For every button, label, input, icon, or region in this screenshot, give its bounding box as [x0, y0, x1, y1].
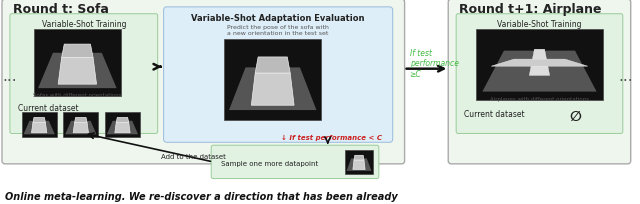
Bar	[34, 29, 121, 96]
Text: ↓ If test performance < C: ↓ If test performance < C	[281, 135, 382, 141]
Polygon shape	[255, 57, 290, 73]
FancyBboxPatch shape	[211, 145, 379, 178]
Polygon shape	[346, 158, 371, 171]
Polygon shape	[353, 160, 365, 170]
Polygon shape	[73, 123, 88, 133]
FancyBboxPatch shape	[456, 14, 623, 133]
Text: Add to the dataset: Add to the dataset	[161, 154, 225, 160]
Text: Round t+1: Airplane: Round t+1: Airplane	[459, 3, 602, 16]
Polygon shape	[252, 73, 294, 105]
Text: Sample one more datapoint: Sample one more datapoint	[221, 161, 318, 167]
Text: Current dataset: Current dataset	[18, 104, 79, 113]
Polygon shape	[38, 53, 116, 88]
FancyBboxPatch shape	[2, 0, 404, 164]
Bar	[63, 112, 98, 137]
FancyBboxPatch shape	[448, 0, 630, 164]
Polygon shape	[107, 121, 138, 134]
Text: ...: ...	[2, 69, 17, 84]
Polygon shape	[33, 118, 45, 123]
Polygon shape	[61, 44, 93, 58]
Polygon shape	[115, 123, 130, 133]
Text: Round t: Sofa: Round t: Sofa	[13, 3, 109, 16]
Text: ∅: ∅	[570, 110, 581, 124]
Polygon shape	[354, 155, 364, 160]
Polygon shape	[65, 121, 97, 134]
Bar	[476, 29, 603, 100]
Text: Variable-Shot Training: Variable-Shot Training	[497, 20, 582, 29]
Text: Current dataset: Current dataset	[464, 110, 525, 119]
Bar	[22, 112, 56, 137]
Polygon shape	[483, 51, 596, 92]
FancyBboxPatch shape	[10, 14, 157, 133]
Polygon shape	[31, 123, 47, 133]
Text: Online meta-learning. We re-discover a direction that has been already: Online meta-learning. We re-discover a d…	[5, 192, 397, 202]
Polygon shape	[492, 59, 588, 66]
Polygon shape	[58, 58, 97, 84]
Text: Variable-Shot Training: Variable-Shot Training	[42, 20, 126, 29]
Polygon shape	[116, 118, 129, 123]
FancyBboxPatch shape	[164, 7, 393, 142]
Polygon shape	[229, 67, 316, 110]
Text: a new orientation in the test set: a new orientation in the test set	[227, 31, 329, 36]
Text: Sofas with different orientations: Sofas with different orientations	[33, 93, 122, 98]
Text: If test
performance
≥C: If test performance ≥C	[410, 49, 459, 79]
Bar	[345, 150, 373, 174]
Polygon shape	[24, 121, 55, 134]
Text: Predict the pose of the sofa with: Predict the pose of the sofa with	[227, 24, 329, 30]
Text: Airplanes with different orientations: Airplanes with different orientations	[490, 97, 589, 102]
Bar	[224, 39, 321, 120]
Polygon shape	[75, 118, 87, 123]
Text: ...: ...	[618, 69, 633, 84]
Bar	[105, 112, 140, 137]
Polygon shape	[529, 49, 550, 75]
Text: Variable-Shot Adaptation Evaluation: Variable-Shot Adaptation Evaluation	[191, 14, 365, 23]
